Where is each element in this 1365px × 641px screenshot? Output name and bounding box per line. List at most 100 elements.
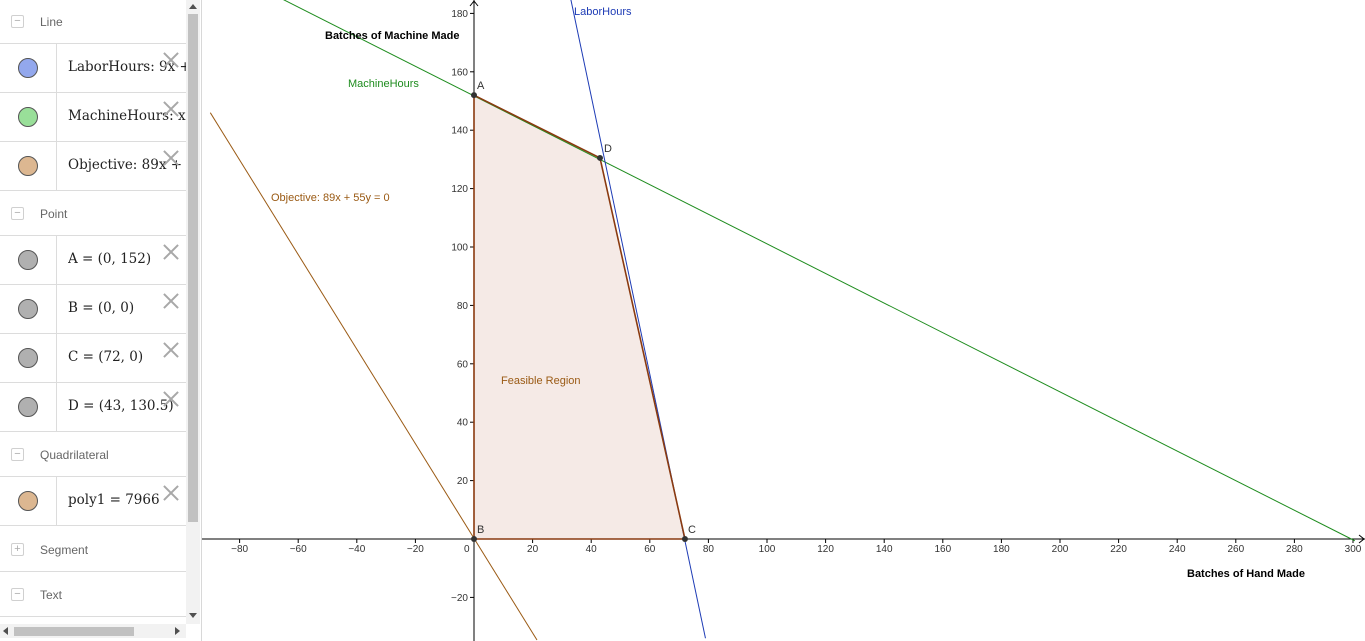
scroll-down-arrow-icon[interactable] — [189, 613, 197, 618]
delete-icon[interactable] — [161, 148, 181, 168]
visibility-toggle[interactable] — [0, 236, 57, 284]
object-definition[interactable]: B = (0, 0) — [68, 300, 135, 316]
y-tick-label: 20 — [457, 476, 469, 487]
graph-canvas[interactable]: −80 −60 −40 −20 0 20 40 60 80 100 120 140 160 180 200 2… — [202, 0, 1365, 641]
graphics-view[interactable]: −80 −60 −40 −20 0 20 40 60 80 100 120 140 160 180 200 2… — [201, 0, 1365, 641]
x-tick-label: 200 — [1052, 544, 1069, 555]
x-axis-arrow-icon — [1358, 534, 1365, 544]
machinehours-line[interactable] — [282, 0, 1355, 542]
delete-icon[interactable] — [161, 340, 181, 360]
algebra-list: − Line − Point − Quadrilateral + Segment − Text La… — [0, 0, 186, 624]
object-definition[interactable]: C = (72, 0) — [68, 349, 144, 365]
x-tick-label: 120 — [817, 544, 834, 555]
horizontal-scroll-thumb[interactable] — [14, 627, 134, 636]
x-tick-label: 40 — [586, 544, 598, 555]
x-tick-label: 80 — [703, 544, 715, 555]
algebra-item-poly1[interactable]: poly1 = 7966 — [0, 477, 186, 526]
machinehours-label: MachineHours — [348, 78, 419, 90]
objective-line[interactable] — [209, 112, 538, 641]
visibility-marble-icon[interactable] — [18, 348, 38, 368]
object-definition[interactable]: Objective: 89x + 55 — [68, 157, 186, 173]
visibility-toggle[interactable] — [0, 44, 57, 92]
point-a-label: A — [477, 80, 485, 92]
x-tick-label: −40 — [348, 544, 365, 555]
category-segment: + Segment — [0, 528, 186, 572]
vertical-scroll-thumb[interactable] — [188, 14, 198, 522]
x-tick-label: 300 — [1345, 544, 1362, 555]
y-tick-label: 140 — [451, 126, 468, 137]
y-tick-label: 180 — [451, 9, 468, 20]
visibility-marble-icon[interactable] — [18, 397, 38, 417]
delete-icon[interactable] — [161, 50, 181, 70]
collapse-icon[interactable]: − — [11, 207, 24, 220]
y-axis-arrow-icon — [469, 0, 479, 7]
x-tick-label: 280 — [1286, 544, 1303, 555]
y-tick-label: 80 — [457, 301, 469, 312]
point-b-label: B — [477, 524, 484, 536]
delete-icon[interactable] — [161, 99, 181, 119]
visibility-toggle[interactable] — [0, 334, 57, 382]
visibility-marble-icon[interactable] — [18, 107, 38, 127]
category-line: − Line — [0, 0, 186, 44]
point-c-label: C — [688, 524, 696, 536]
algebra-vertical-scrollbar[interactable] — [186, 0, 200, 624]
category-label: Quadrilateral — [40, 448, 109, 462]
delete-icon[interactable] — [161, 291, 181, 311]
point-b[interactable] — [471, 536, 477, 542]
point-a[interactable] — [471, 92, 477, 99]
y-axis-title: Batches of Machine Made — [325, 30, 459, 42]
collapse-icon[interactable]: − — [11, 15, 24, 28]
y-tick-label: −20 — [451, 593, 468, 604]
visibility-marble-icon[interactable] — [18, 58, 38, 78]
delete-icon[interactable] — [161, 483, 181, 503]
algebra-item-point-a[interactable]: A = (0, 152) — [0, 236, 186, 285]
feasible-region-label: Feasible Region — [501, 375, 581, 387]
expand-icon[interactable]: + — [11, 543, 24, 556]
visibility-toggle[interactable] — [0, 477, 57, 525]
algebra-item-point-d[interactable]: D = (43, 130.5) — [0, 383, 186, 432]
x-tick-label: 260 — [1227, 544, 1244, 555]
algebra-item-point-c[interactable]: C = (72, 0) — [0, 334, 186, 383]
y-tick-label: 60 — [457, 359, 469, 370]
x-tick-label: −60 — [290, 544, 307, 555]
feasible-region-polygon[interactable] — [474, 95, 685, 539]
collapse-icon[interactable]: − — [11, 448, 24, 461]
point-d[interactable] — [596, 154, 603, 161]
visibility-marble-icon[interactable] — [18, 156, 38, 176]
scroll-up-arrow-icon[interactable] — [189, 4, 197, 9]
x-tick-label: 240 — [1169, 544, 1186, 555]
object-definition[interactable]: poly1 = 7966 — [68, 492, 160, 508]
object-definition[interactable]: MachineHours: x + — [68, 108, 186, 124]
algebra-item-point-b[interactable]: B = (0, 0) — [0, 285, 186, 334]
x-tick-label: 140 — [876, 544, 893, 555]
scroll-right-arrow-icon[interactable] — [175, 627, 180, 635]
object-definition[interactable]: D = (43, 130.5) — [68, 398, 174, 414]
visibility-toggle[interactable] — [0, 383, 57, 431]
visibility-marble-icon[interactable] — [18, 250, 38, 270]
object-definition[interactable]: A = (0, 152) — [68, 251, 152, 267]
point-d-label: D — [604, 143, 612, 155]
visibility-toggle[interactable] — [0, 285, 57, 333]
delete-icon[interactable] — [161, 242, 181, 262]
collapse-icon[interactable]: − — [11, 588, 24, 601]
algebra-item-laborhours[interactable]: LaborHours: 9x + 2 — [0, 44, 186, 93]
algebra-item-objective[interactable]: Objective: 89x + 55 — [0, 142, 186, 191]
visibility-toggle[interactable] — [0, 93, 57, 141]
x-tick-label: 180 — [993, 544, 1010, 555]
x-tick-label: −80 — [231, 544, 248, 555]
scroll-left-arrow-icon[interactable] — [3, 627, 8, 635]
algebra-view: − Line − Point − Quadrilateral + Segment − Text La… — [0, 0, 200, 641]
visibility-toggle[interactable] — [0, 142, 57, 190]
x-axis-title: Batches of Hand Made — [1187, 568, 1305, 580]
delete-icon[interactable] — [161, 389, 181, 409]
y-tick-label: 120 — [451, 184, 468, 195]
algebra-item-machinehours[interactable]: MachineHours: x + — [0, 93, 186, 142]
visibility-marble-icon[interactable] — [18, 491, 38, 511]
object-definition[interactable]: LaborHours: 9x + 2 — [68, 59, 186, 75]
algebra-horizontal-scrollbar[interactable] — [0, 624, 186, 638]
y-tick-label: 160 — [451, 67, 468, 78]
category-quadrilateral: − Quadrilateral — [0, 433, 186, 477]
objective-label: Objective: 89x + 55y = 0 — [271, 192, 390, 204]
point-c[interactable] — [681, 536, 688, 542]
visibility-marble-icon[interactable] — [18, 299, 38, 319]
